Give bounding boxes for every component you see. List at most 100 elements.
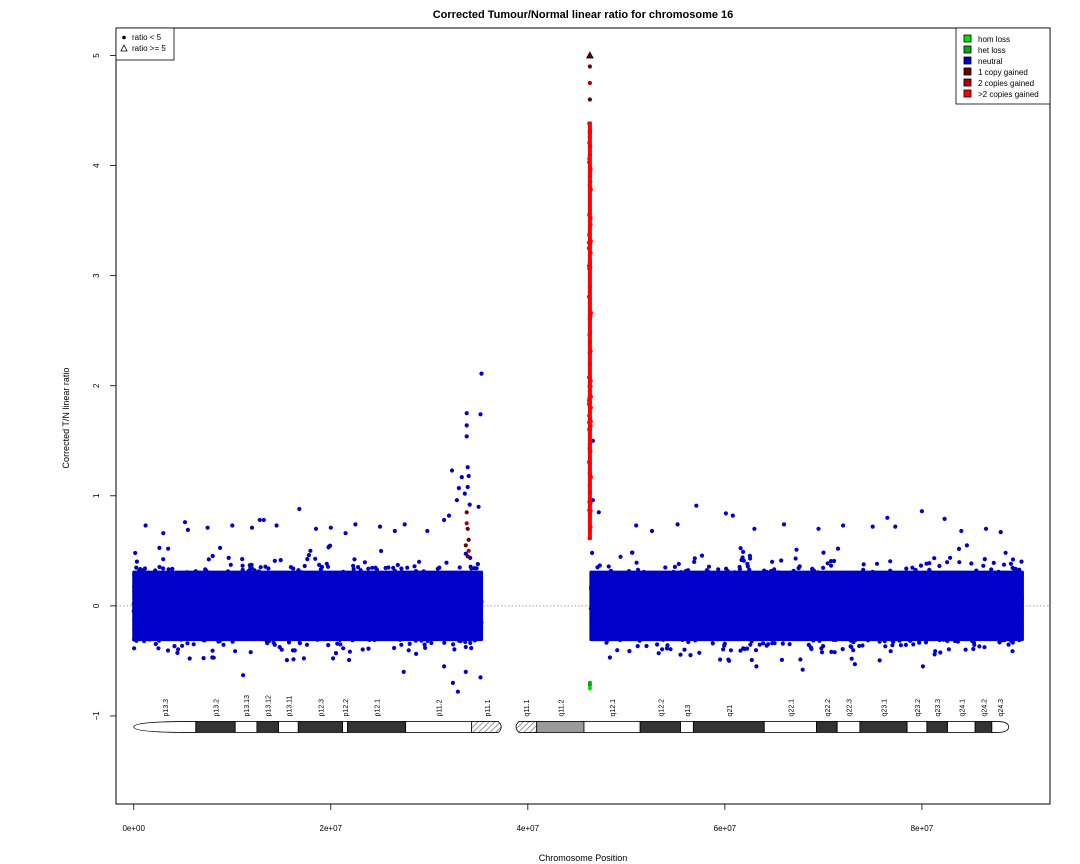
ideogram-band [256, 721, 279, 733]
data-point [315, 600, 320, 605]
data-point [449, 631, 454, 636]
data-point [593, 618, 599, 623]
data-point [917, 611, 922, 617]
data-point [944, 602, 949, 607]
data-point [885, 618, 890, 623]
data-point [808, 600, 814, 605]
data-point [405, 600, 410, 605]
data-point [163, 633, 168, 638]
data-point [760, 597, 766, 603]
data-point [587, 375, 592, 380]
data-point [840, 616, 846, 621]
data-point [189, 590, 194, 595]
data-point [955, 621, 960, 627]
data-point [407, 641, 412, 647]
data-point [846, 613, 852, 618]
data-point [852, 662, 858, 667]
data-point [791, 568, 796, 574]
data-point [1012, 603, 1017, 609]
data-point [150, 610, 155, 615]
data-point [716, 567, 721, 572]
data-point [889, 622, 895, 627]
data-point [587, 140, 592, 145]
data-point [937, 590, 942, 595]
data-point [796, 591, 802, 596]
ideogram-band-label: q22.1 [788, 699, 795, 717]
data-point [941, 587, 946, 592]
data-point [394, 626, 399, 631]
data-point [730, 513, 735, 518]
data-point [881, 622, 886, 627]
data-point [665, 613, 671, 618]
data-point [230, 618, 235, 623]
data-point [586, 402, 592, 407]
data-point [970, 638, 975, 644]
data-point [285, 630, 290, 635]
data-point [267, 590, 272, 596]
data-point [185, 527, 190, 533]
shape-legend-dot-icon [122, 35, 126, 40]
y-tick-label: −1 [92, 711, 101, 721]
shape-legend-box [115, 27, 175, 61]
data-point [652, 607, 657, 612]
data-point [353, 522, 358, 527]
data-point [855, 612, 860, 617]
data-point [628, 575, 633, 580]
data-point [745, 646, 750, 651]
data-point [430, 598, 435, 603]
data-point [196, 608, 201, 614]
data-point [829, 649, 834, 655]
data-point [209, 591, 214, 596]
data-point [317, 562, 322, 568]
data-point [946, 614, 951, 619]
data-point [345, 577, 350, 582]
data-point [932, 556, 937, 561]
data-point [165, 648, 171, 653]
data-point [881, 610, 886, 616]
ideogram-band [133, 721, 197, 733]
data-point [412, 564, 417, 569]
data-point [402, 522, 407, 527]
ideogram-band [342, 721, 348, 733]
data-point [858, 615, 863, 621]
data-point [767, 571, 772, 577]
data-point [926, 625, 931, 630]
data-point [961, 595, 966, 600]
data-point [902, 596, 908, 601]
data-point [722, 588, 727, 593]
data-point [889, 576, 894, 581]
data-point [723, 598, 728, 603]
data-point [288, 620, 293, 625]
data-point [1010, 590, 1015, 595]
data-point [421, 604, 426, 609]
data-point [286, 640, 292, 645]
data-point [749, 639, 754, 644]
data-point [773, 598, 778, 603]
data-point [149, 572, 154, 577]
x-tick-label: 6e+07 [714, 824, 737, 833]
data-point [174, 575, 179, 580]
data-point [382, 588, 387, 593]
data-point [870, 595, 875, 600]
data-point [782, 580, 787, 585]
data-point [759, 617, 764, 622]
data-point [742, 594, 747, 600]
ideogram-band-label: p12.2 [343, 699, 350, 717]
color-legend-label: het loss [978, 46, 1006, 55]
data-point [384, 593, 389, 598]
ideogram-band [763, 721, 817, 733]
data-point [1019, 627, 1024, 633]
data-point [165, 605, 170, 611]
data-point [226, 594, 231, 599]
data-point [209, 576, 214, 582]
data-point [280, 630, 286, 635]
data-point [996, 632, 1001, 638]
data-point [692, 556, 697, 561]
data-point [880, 593, 886, 598]
data-point [168, 609, 174, 614]
data-point [690, 596, 695, 601]
data-point [256, 569, 261, 574]
data-point [800, 607, 806, 612]
data-point [860, 580, 865, 585]
data-point [959, 528, 964, 534]
